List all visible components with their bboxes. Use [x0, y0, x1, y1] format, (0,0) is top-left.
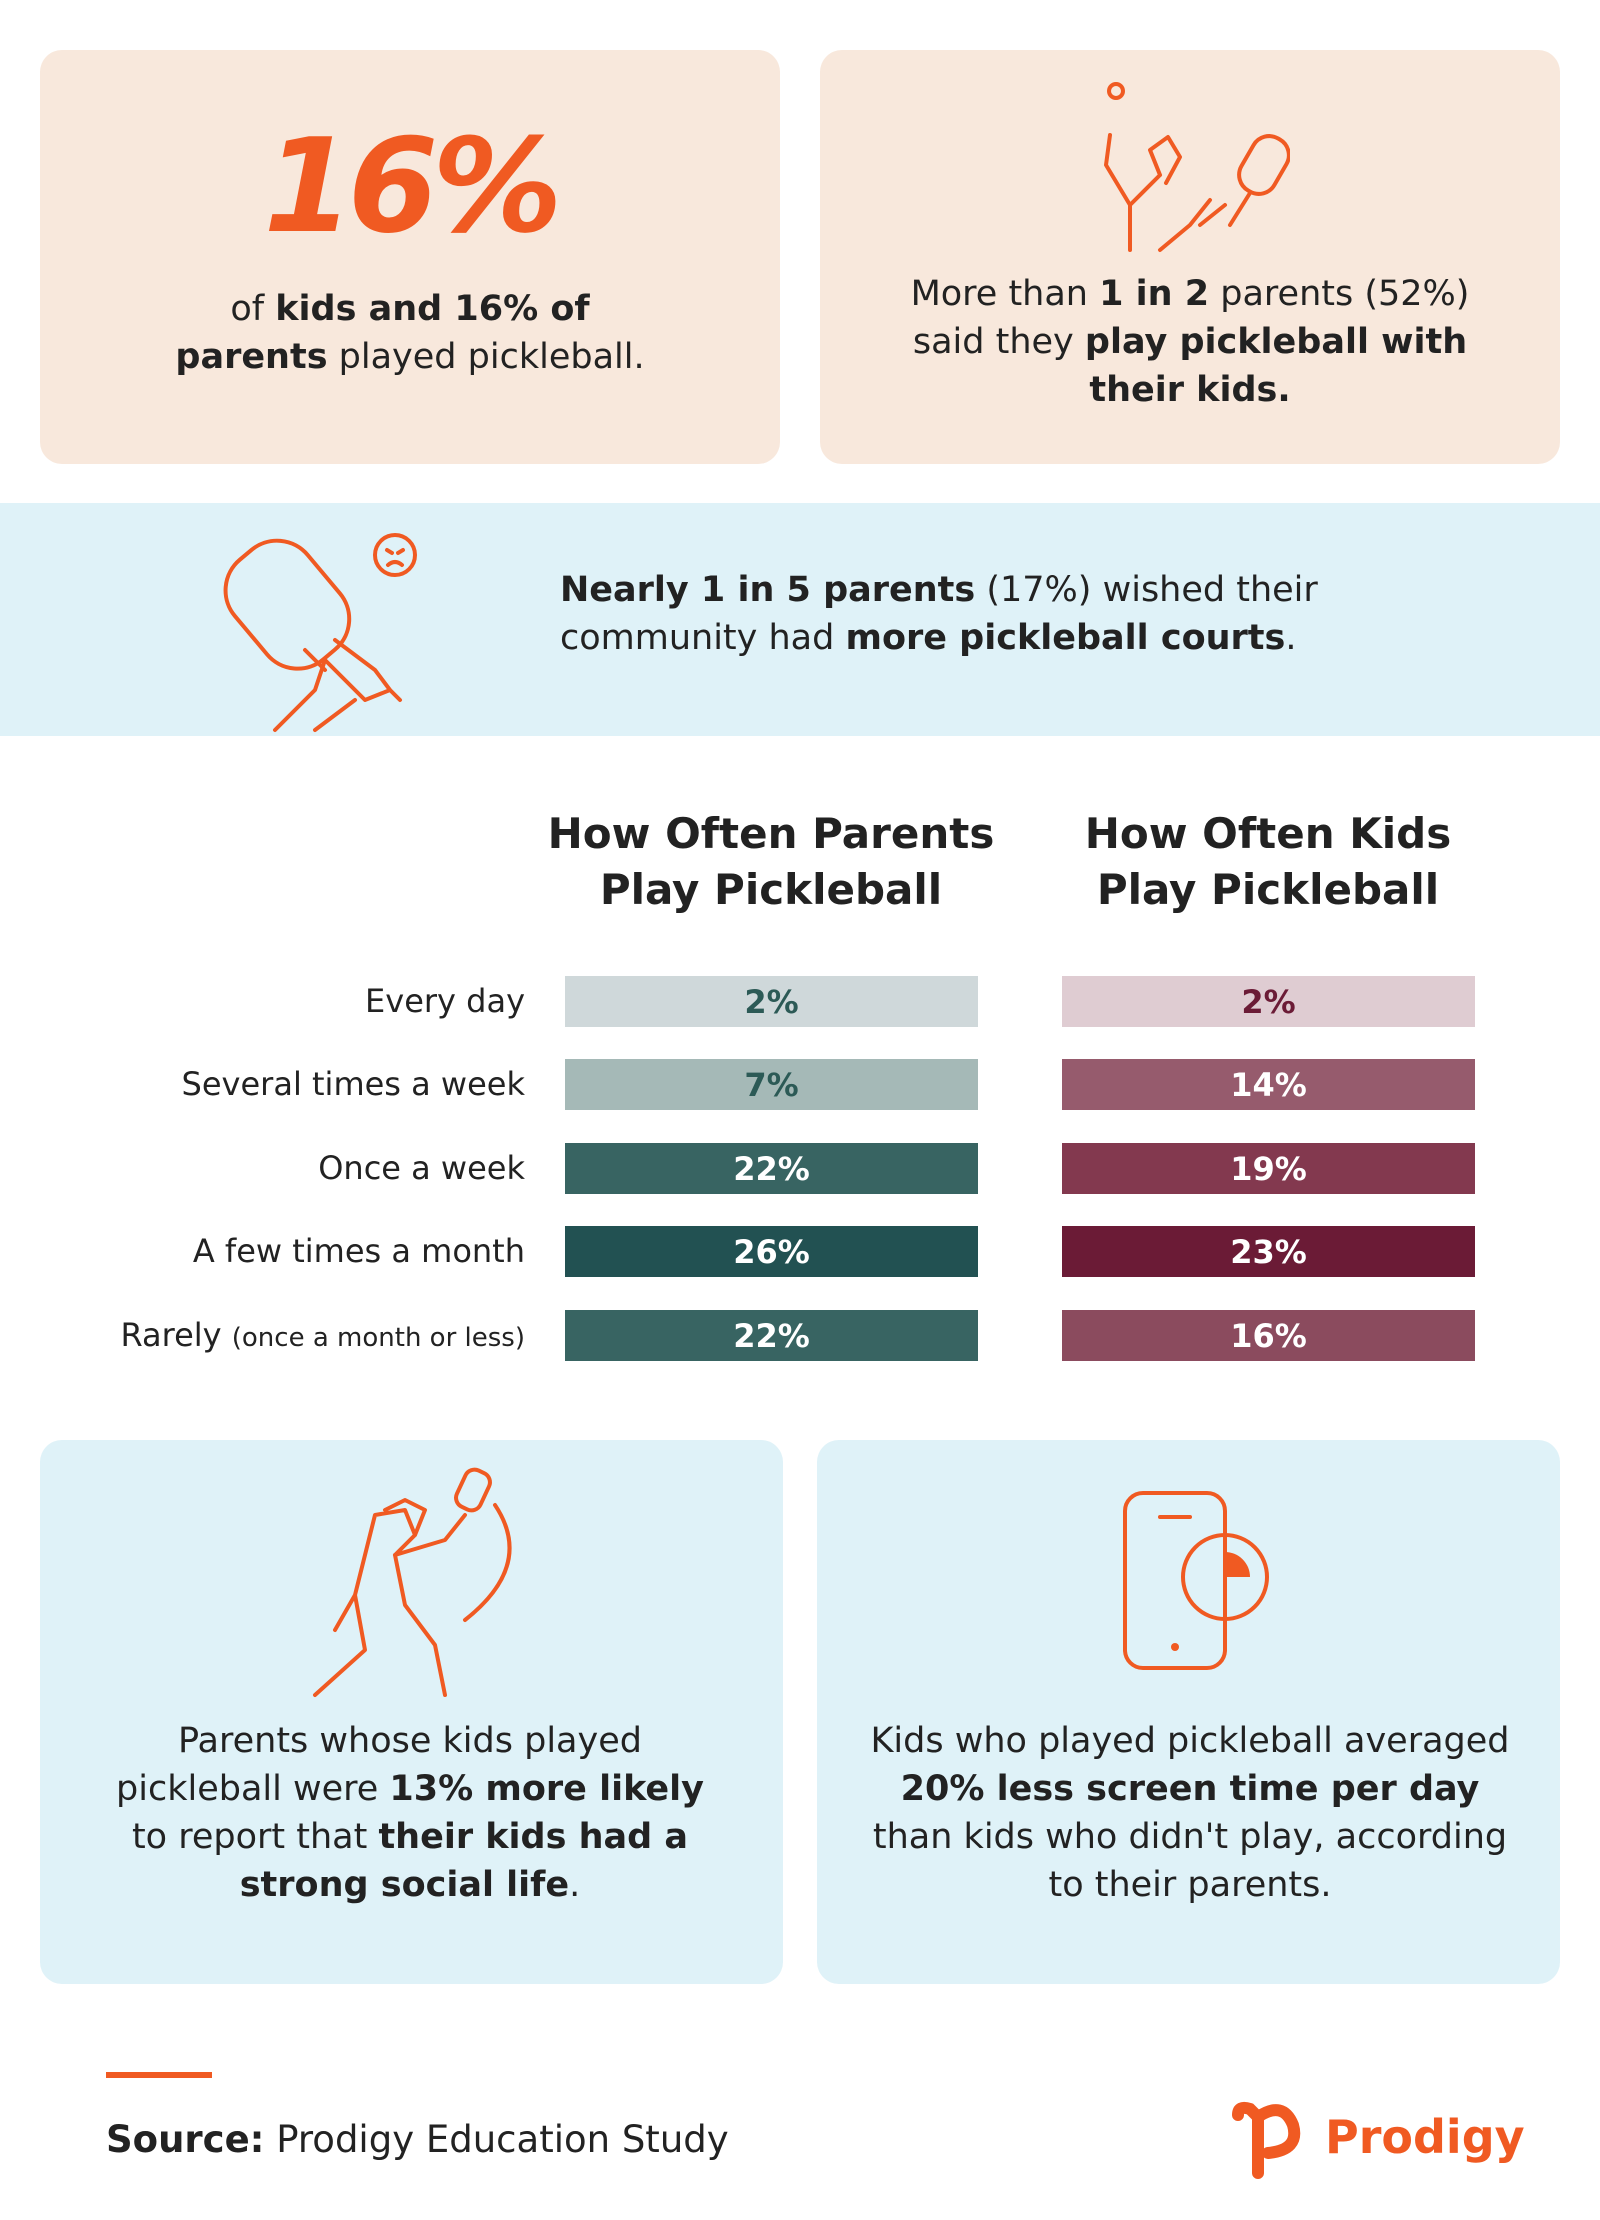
stat-text: More than 1 in 2 parents (52%) said they… — [880, 270, 1500, 414]
kids-cell: 19% — [1062, 1143, 1475, 1194]
row-label-text: Every day — [365, 982, 525, 1020]
source-label: Source: — [106, 2118, 265, 2161]
bold-text: 13% more likely — [389, 1769, 704, 1809]
row-label: A few times a month — [25, 1226, 525, 1277]
divider — [106, 2072, 212, 2078]
row-label-text: Rarely — [120, 1316, 222, 1354]
text: More than — [910, 274, 1100, 314]
card — [820, 50, 1560, 464]
column-title: How Often Kids Play Pickleball — [1084, 809, 1452, 914]
text: to report that — [131, 1817, 379, 1857]
card — [817, 1440, 1560, 1984]
kids-cell: 14% — [1062, 1059, 1475, 1110]
icon — [1123, 1491, 1269, 1670]
bold-text: kids and 16% of parents — [175, 289, 590, 377]
bold-text: their kids had a strong social life — [239, 1817, 689, 1905]
text: parents (52%) said they — [912, 274, 1470, 362]
kids-cell: 23% — [1062, 1226, 1475, 1277]
parents-cell: 22% — [565, 1143, 978, 1194]
bold-text: 20% less screen time per day — [900, 1769, 1480, 1809]
row-label-text: Several times a week — [181, 1065, 525, 1103]
banner-text: Nearly 1 in 5 parents (17%) wished their… — [560, 566, 1320, 662]
text: . — [569, 1865, 581, 1905]
bold-text: Nearly 1 in 5 parents — [560, 570, 976, 610]
row-label-text: Once a week — [318, 1149, 525, 1187]
row-note: (once a month or less) — [231, 1323, 525, 1353]
stat-text: Kids who played pickleball averaged 20% … — [870, 1717, 1510, 1909]
text: of — [230, 289, 276, 329]
icon — [223, 533, 417, 732]
bold-text: 1 in 2 — [1099, 274, 1210, 314]
bold-text: more pickleball courts — [845, 618, 1286, 658]
icon — [1104, 82, 1290, 252]
stat-text: Parents whose kids played pickleball wer… — [110, 1717, 710, 1909]
row-label-text: A few times a month — [192, 1232, 525, 1270]
kids-cell: 16% — [1062, 1310, 1475, 1361]
text: (17%) wished their community had — [560, 570, 1318, 658]
row-label: Rarely (once a month or less) — [25, 1310, 525, 1361]
headline: 16% — [263, 110, 562, 262]
parents-cell: 2% — [565, 976, 978, 1027]
logo: Prodigy — [1325, 2110, 1525, 2164]
logo-icon — [1232, 2101, 1301, 2179]
parents-cell: 22% — [565, 1310, 978, 1361]
kids-cell: 2% — [1062, 976, 1475, 1027]
text: . — [1285, 618, 1297, 658]
text: Parents whose kids played pickleball wer… — [116, 1721, 642, 1809]
parents-cell: 7% — [565, 1059, 978, 1110]
text: Kids who played pickleball averaged — [870, 1721, 1510, 1761]
column-title: How Often Parents Play Pickleball — [547, 809, 995, 914]
text: than kids who didn't play, according to … — [872, 1817, 1508, 1905]
source: Source: Prodigy Education Study — [106, 2118, 729, 2161]
parents-cell: 26% — [565, 1226, 978, 1277]
row-label: Once a week — [25, 1143, 525, 1194]
stat-text: of kids and 16% of parents played pickle… — [150, 285, 670, 381]
row-label: Every day — [25, 976, 525, 1027]
card — [40, 50, 780, 464]
icon — [313, 1467, 512, 1697]
bold-text: play pickleball with their kids. — [1084, 322, 1468, 410]
source-text: Prodigy Education Study — [276, 2118, 729, 2161]
row-label: Several times a week — [25, 1059, 525, 1110]
text: played pickleball. — [327, 337, 645, 377]
